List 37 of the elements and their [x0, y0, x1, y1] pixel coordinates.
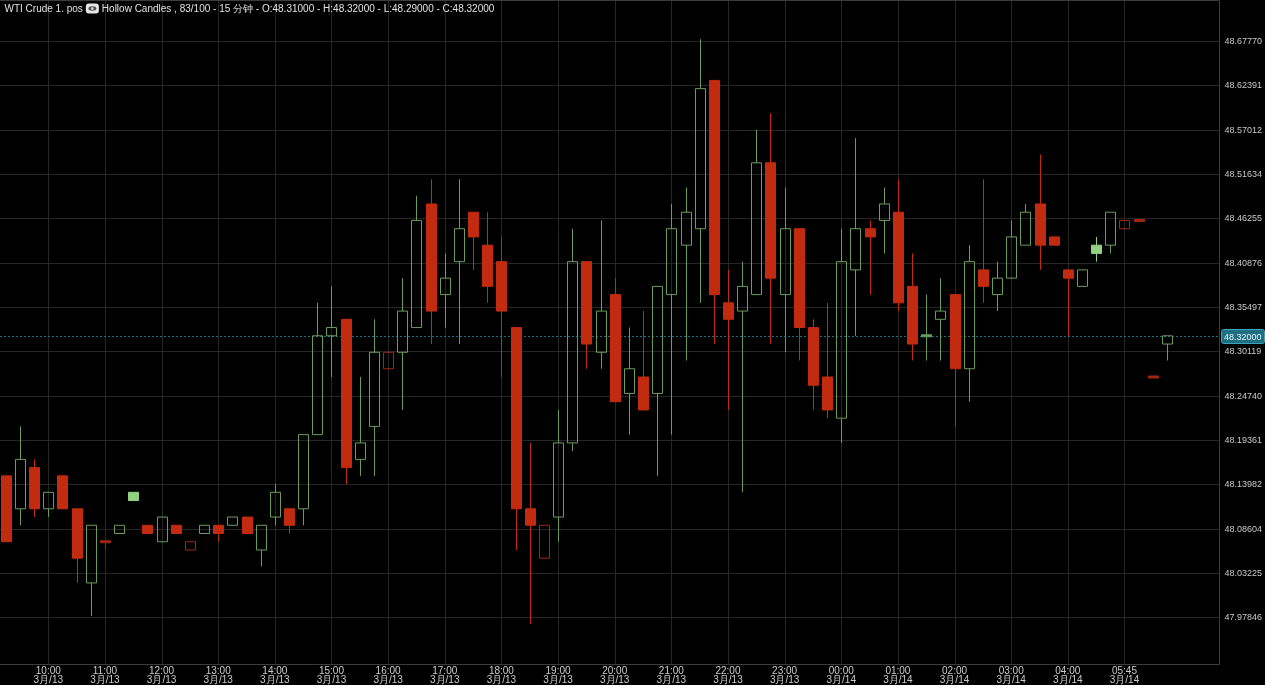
x-tick: 02:00 3月/14	[939, 664, 970, 685]
x-tick: 21:00 3月/13	[656, 664, 687, 685]
y-tick: 48.46255	[1224, 213, 1263, 224]
y-tick: 48.19361	[1224, 434, 1263, 445]
y-tick: 48.03225	[1224, 567, 1263, 578]
y-tick: 48.35497	[1224, 302, 1263, 312]
subtitle: Hollow Candles , 83/100 - 15 分钟 - O:48.31000 - H:48.32000 - L:48.29000 - C:48.32000	[101, 3, 495, 14]
x-tick: 03:00 3月/14	[996, 664, 1026, 685]
x-tick: 15:00 3月/13	[316, 664, 347, 685]
y-tick: 48.67770	[1224, 36, 1263, 47]
x-tick: 20:00 3月/13	[599, 664, 630, 685]
x-tick: 22:00 3月/13	[713, 664, 743, 685]
y-tick: 48.40876	[1224, 257, 1263, 268]
y-tick: 48.62391	[1224, 80, 1263, 91]
title: WTI Crude 1. pos	[4, 3, 83, 14]
x-tick: 01:00 3月/14	[883, 664, 913, 685]
y-tick: 48.08604	[1224, 523, 1263, 534]
y-tick: 48.51634	[1224, 169, 1263, 180]
x-tick: 17:00 3月/13	[430, 664, 460, 685]
x-tick: 13:00 3月/13	[203, 664, 233, 685]
y-tick: 48.24740	[1224, 390, 1263, 401]
x-tick: 04:00 3月/14	[1053, 664, 1083, 685]
x-tick: 10:00 3月/13	[33, 664, 63, 685]
x-tick: 18:00 3月/13	[486, 664, 517, 685]
ref-line-label: 48.32000	[1224, 331, 1262, 342]
x-tick: 19:00 3月/13	[543, 664, 573, 685]
x-tick: 00:00 3月/14	[826, 664, 856, 685]
x-tick: 23:00 3月/13	[769, 664, 800, 685]
x-tick: 14:00 3月/13	[260, 664, 290, 685]
x-tick: 12:00 3月/13	[146, 664, 177, 685]
y-tick: 48.57012	[1224, 124, 1263, 135]
x-tick: 11:00 3月/13	[90, 664, 120, 685]
y-tick: 48.13982	[1224, 479, 1263, 490]
y-tick: 48.30119	[1224, 346, 1262, 357]
x-tick: 05:45 3月/14	[1109, 664, 1140, 685]
x-tick: 16:00 3月/13	[373, 664, 403, 685]
y-tick: 47.97846	[1224, 612, 1263, 623]
